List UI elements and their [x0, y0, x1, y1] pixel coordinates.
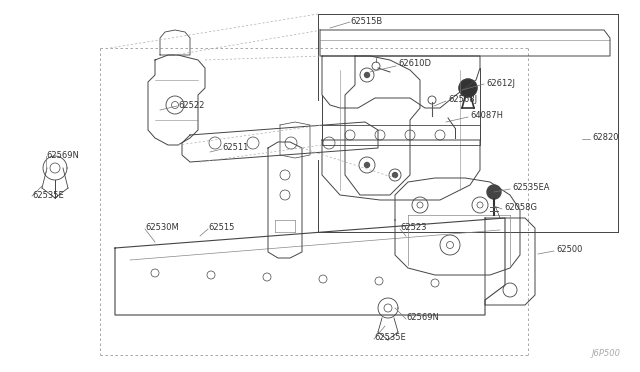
Circle shape	[365, 73, 369, 77]
Text: J6P500: J6P500	[591, 349, 620, 358]
Text: 62515B: 62515B	[350, 17, 382, 26]
Text: 62569N: 62569N	[46, 151, 79, 160]
Text: 62820: 62820	[592, 134, 618, 142]
Text: 62500: 62500	[556, 246, 582, 254]
Text: 62535E: 62535E	[32, 190, 64, 199]
Text: 62522: 62522	[178, 100, 204, 109]
Text: 62511: 62511	[222, 144, 248, 153]
Text: 62569N: 62569N	[406, 314, 439, 323]
Circle shape	[487, 185, 501, 199]
Circle shape	[365, 163, 369, 167]
Text: 62535E: 62535E	[374, 334, 406, 343]
Text: 62612J: 62612J	[486, 78, 515, 87]
Text: 62568J: 62568J	[448, 96, 477, 105]
Circle shape	[392, 173, 397, 177]
Text: 64087H: 64087H	[470, 112, 503, 121]
Text: 62058G: 62058G	[504, 203, 537, 212]
Circle shape	[459, 79, 477, 97]
Text: 62523: 62523	[400, 224, 426, 232]
Text: 62515: 62515	[208, 224, 234, 232]
Text: 62530M: 62530M	[145, 224, 179, 232]
Text: 62610D: 62610D	[398, 60, 431, 68]
Text: 62535EA: 62535EA	[512, 183, 550, 192]
